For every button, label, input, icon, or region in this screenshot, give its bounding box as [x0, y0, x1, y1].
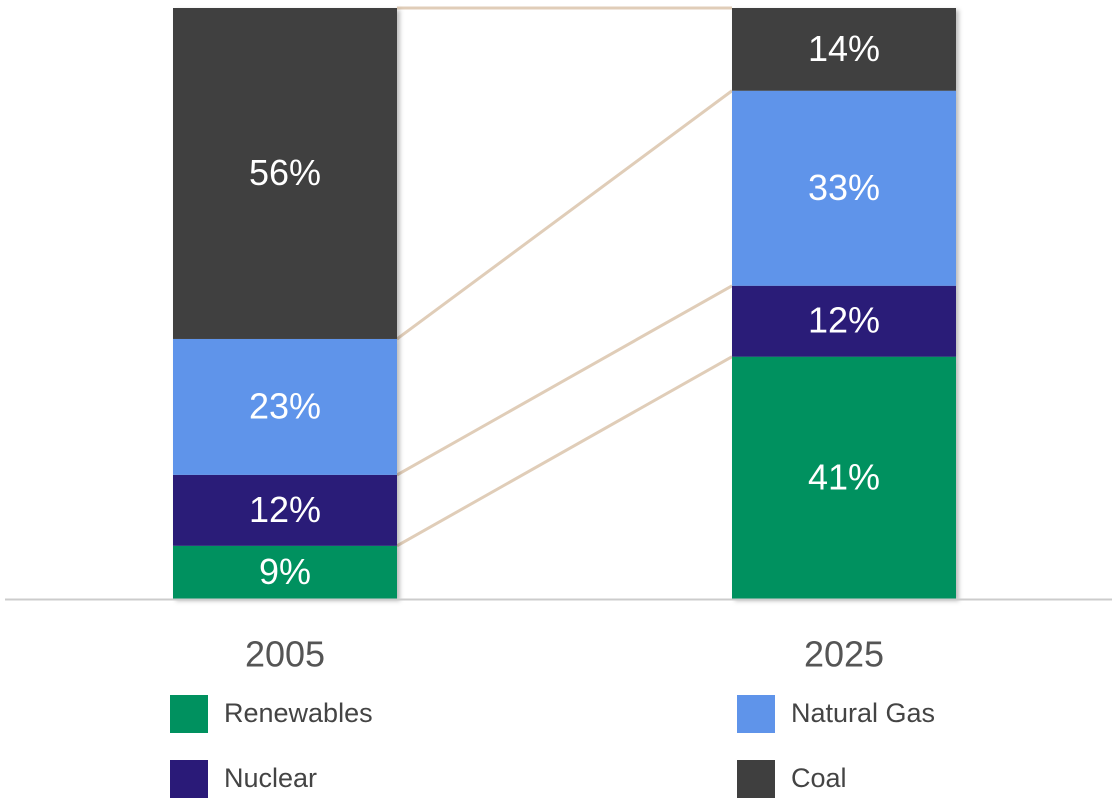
bar-segment: [732, 8, 956, 91]
bar-segment: [173, 338, 397, 475]
legend-label: Coal: [791, 763, 847, 793]
legend-swatch: [170, 695, 208, 733]
legend-label: Natural Gas: [791, 698, 935, 728]
bar-segment: [732, 285, 956, 357]
value-label: 9%: [259, 551, 311, 592]
connectors: [396, 6, 733, 548]
bar-segment: [173, 8, 397, 339]
legend-label: Renewables: [224, 698, 373, 728]
connector: [396, 89, 733, 341]
legend-swatch: [737, 760, 775, 798]
value-label: 23%: [249, 385, 321, 426]
x-tick-label: 2005: [245, 634, 325, 675]
bar-segment: [173, 474, 397, 546]
bar-segment: [732, 90, 956, 286]
value-label: 12%: [249, 489, 321, 530]
connector: [396, 355, 733, 548]
value-label: 56%: [249, 152, 321, 193]
connector: [396, 284, 733, 477]
value-label: 41%: [808, 456, 880, 497]
bar-segment: [173, 545, 397, 599]
legend-swatch: [170, 760, 208, 798]
x-tick-label: 2025: [804, 634, 884, 675]
value-label: 12%: [808, 300, 880, 341]
bars: [173, 8, 956, 599]
value-label: 33%: [808, 167, 880, 208]
bar-segment: [732, 356, 956, 599]
legend-label: Nuclear: [224, 763, 317, 793]
legend-swatch: [737, 695, 775, 733]
value-label: 14%: [808, 28, 880, 69]
labels: 9% 12% 23% 56% 2005 41% 12% 33% 14% 2025 Renewable…: [170, 28, 935, 798]
